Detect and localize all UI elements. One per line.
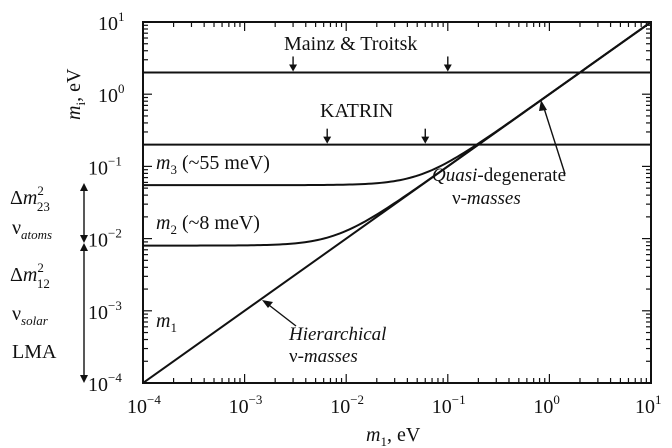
y-tick-label: 10−1 (88, 153, 122, 179)
limit-arrow-head (421, 136, 430, 144)
bracket-solar-bottom-arrow (80, 375, 88, 383)
label-nu-solar: νsolar (12, 303, 49, 328)
label-hierarchical: Hierarchical (288, 324, 386, 345)
label-lma: LMA (12, 341, 57, 363)
y-tick-label: 10−3 (88, 298, 122, 324)
x-tick-label: 10−4 (127, 392, 161, 418)
label-mainz-troitsk: Mainz & Troitsk (284, 33, 417, 55)
label-m2: m2 (~8 meV) (156, 212, 260, 237)
arrow-quasi-degenerate (542, 104, 566, 175)
label-katrin: KATRIN (320, 100, 393, 122)
label-delta-m23: Δm2 23 (10, 183, 50, 214)
y-tick-label: 10−4 (88, 370, 122, 396)
x-tick-labels: 10−4 10−3 10−2 10−1 100 101 (127, 392, 662, 418)
arrow-head-quasi-degenerate (539, 100, 547, 111)
x-tick-label: 100 (533, 392, 560, 418)
plot-frame (142, 21, 652, 384)
arrow-hierarchical (264, 301, 297, 327)
y-tick-label: 101 (98, 9, 125, 35)
arrow-head-hierarchical (262, 300, 273, 308)
limit-arrow-head (443, 64, 452, 72)
bracket-solar-top-arrow (80, 243, 88, 251)
x-tick-label: 101 (635, 392, 662, 418)
y-axis-label: mi, eV (63, 68, 88, 120)
x-tick-label: 10−3 (229, 392, 263, 418)
y-tick-labels: 10−4 10−3 10−2 10−1 100 101 (88, 9, 125, 396)
bracket-atmospheric-bottom-arrow (80, 235, 88, 243)
label-delta-m12: Δm2 12 (10, 260, 50, 291)
label-quasi-degenerate: Quasi-degenerate (432, 165, 566, 186)
x-axis-label: m1, eV (366, 424, 421, 448)
limit-arrow-head (289, 64, 298, 72)
limit-arrows (289, 56, 452, 144)
label-m3: m3 (~55 meV) (156, 152, 270, 177)
label-nu-atoms: νatoms (12, 217, 52, 242)
bracket-atmospheric-top-arrow (80, 183, 88, 191)
y-tick-label: 100 (98, 81, 125, 107)
label-m1: m1 (156, 310, 177, 335)
limit-arrow-head (323, 136, 332, 144)
y-tick-label: 10−2 (88, 226, 122, 252)
label-quasi-degenerate-masses: ν-masses (452, 188, 521, 209)
series-m3-line (143, 21, 652, 187)
x-tick-label: 10−1 (432, 392, 466, 418)
label-hierarchical-masses: ν-masses (289, 346, 358, 367)
tick-marks (142, 21, 652, 384)
x-tick-label: 10−2 (330, 392, 364, 418)
